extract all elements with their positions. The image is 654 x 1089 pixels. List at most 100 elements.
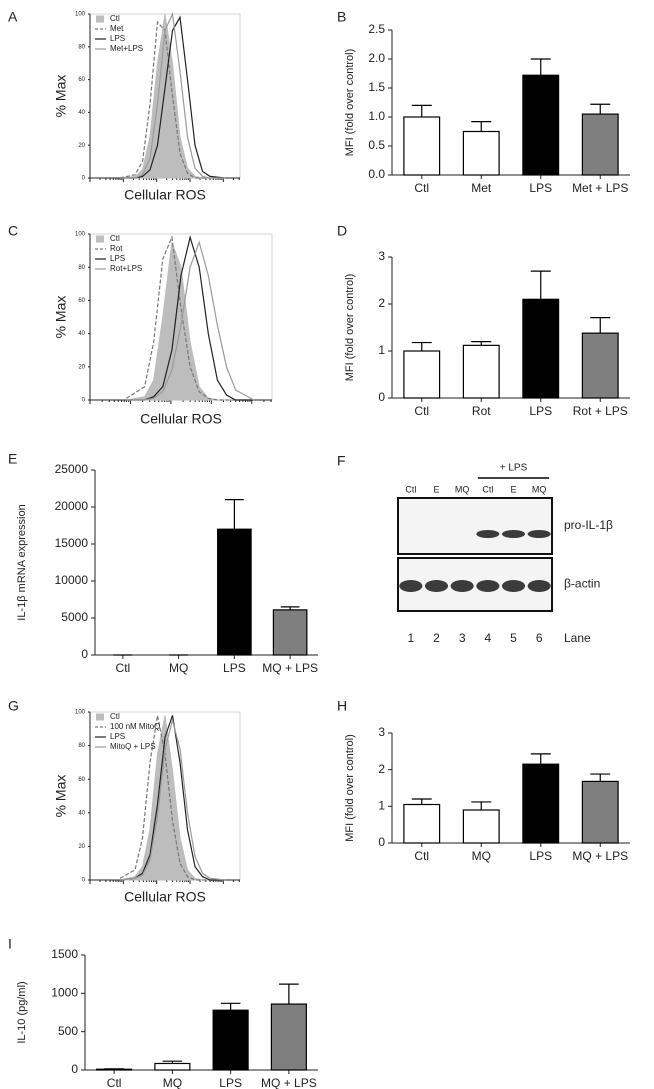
histogram-line bbox=[119, 20, 225, 179]
y-tick-label: 80 bbox=[78, 743, 85, 749]
y-axis-label: MFI (fold over control) bbox=[344, 734, 356, 842]
y-tick-label: 10000 bbox=[55, 573, 89, 587]
y-axis-label: IL-1β mRNA expression bbox=[16, 504, 28, 620]
y-tick-label: 80 bbox=[78, 265, 85, 271]
x-tick-label: MQ + LPS bbox=[572, 849, 628, 863]
bar bbox=[96, 1068, 133, 1071]
bar bbox=[403, 350, 441, 399]
legend-label: Rot+LPS bbox=[110, 264, 142, 273]
panel-letter: B bbox=[337, 9, 346, 25]
x-tick-label: MQ bbox=[163, 1076, 182, 1089]
x-tick-label: Rot + LPS bbox=[573, 404, 628, 418]
histogram-line bbox=[119, 715, 225, 881]
blot-band bbox=[527, 530, 551, 538]
blot-band bbox=[399, 580, 423, 592]
x-tick-label: Met + LPS bbox=[572, 181, 628, 195]
y-tick-label: 2.5 bbox=[368, 22, 385, 36]
bar bbox=[581, 332, 619, 399]
y-axis-label: % Max bbox=[53, 296, 69, 339]
legend-label: Met bbox=[110, 24, 124, 33]
y-tick-label: 3 bbox=[378, 725, 385, 739]
bar bbox=[270, 1003, 307, 1071]
histogram-area bbox=[119, 715, 225, 881]
x-tick-label: Ctl bbox=[107, 1076, 122, 1089]
panel-letter: I bbox=[8, 936, 12, 952]
lane-number: 3 bbox=[459, 631, 466, 645]
x-tick-label: LPS bbox=[529, 404, 552, 418]
bar bbox=[462, 809, 500, 844]
bar bbox=[217, 528, 252, 656]
blot-panel bbox=[397, 497, 553, 555]
legend-label: Ctl bbox=[110, 712, 120, 721]
x-tick-label: Ctl bbox=[414, 849, 429, 863]
histogram-line bbox=[126, 235, 254, 401]
legend-label: Ctl bbox=[110, 14, 120, 23]
y-tick-label: 100 bbox=[75, 12, 86, 18]
panel-letter: C bbox=[8, 223, 18, 239]
y-tick-label: 40 bbox=[78, 331, 85, 337]
blot-band bbox=[476, 530, 500, 538]
legend-label: Rot bbox=[110, 244, 123, 253]
y-tick-label: 100 bbox=[75, 232, 86, 238]
y-tick-label: 0 bbox=[82, 878, 86, 884]
lane-number: 1 bbox=[407, 631, 414, 645]
band-label: pro-IL-1β bbox=[564, 518, 613, 532]
y-tick-label: 0 bbox=[378, 390, 385, 404]
lane-axis-label: Lane bbox=[564, 631, 591, 645]
y-tick-label: 60 bbox=[78, 777, 85, 783]
y-axis-label: % Max bbox=[53, 775, 69, 818]
panel-letter: G bbox=[8, 698, 19, 714]
y-tick-label: 80 bbox=[78, 44, 85, 50]
panel-letter: D bbox=[337, 223, 347, 239]
x-tick-label: Ctl bbox=[414, 404, 429, 418]
legend-label: LPS bbox=[110, 732, 125, 741]
y-tick-label: 2.0 bbox=[368, 51, 385, 65]
x-axis-label: Cellular ROS bbox=[124, 187, 206, 203]
y-tick-label: 1 bbox=[378, 799, 385, 813]
y-tick-label: 0 bbox=[378, 835, 385, 849]
bar bbox=[272, 609, 308, 656]
x-tick-label: MQ + LPS bbox=[262, 661, 318, 675]
legend-label: MitoQ + LPS bbox=[110, 742, 156, 751]
bar bbox=[154, 1062, 191, 1071]
bar bbox=[581, 113, 619, 176]
bar bbox=[462, 344, 500, 399]
y-tick-label: 2 bbox=[378, 762, 385, 776]
x-tick-label: MQ + LPS bbox=[261, 1076, 317, 1089]
legend-label: Met+LPS bbox=[110, 44, 143, 53]
lane-label: MQ bbox=[532, 484, 547, 494]
panel-letter: H bbox=[337, 698, 347, 714]
y-tick-label: 0 bbox=[82, 398, 86, 404]
lane-number: 2 bbox=[433, 631, 440, 645]
blot-band bbox=[501, 530, 526, 538]
x-tick-label: LPS bbox=[223, 661, 246, 675]
y-tick-label: 0 bbox=[82, 176, 86, 182]
x-axis-label: Cellular ROS bbox=[124, 889, 206, 905]
bar bbox=[522, 763, 560, 844]
lane-label: E bbox=[433, 484, 439, 494]
treatment-label: + LPS bbox=[500, 463, 528, 474]
lane-label: MQ bbox=[455, 484, 470, 494]
blot-band bbox=[450, 580, 474, 592]
x-tick-label: Rot bbox=[472, 404, 491, 418]
lane-label: E bbox=[510, 484, 516, 494]
y-tick-label: 1.0 bbox=[368, 109, 385, 123]
y-tick-label: 25000 bbox=[55, 462, 89, 476]
legend-label: LPS bbox=[110, 34, 125, 43]
y-tick-label: 60 bbox=[78, 298, 85, 304]
y-tick-label: 0 bbox=[71, 1062, 78, 1076]
x-tick-label: Ctl bbox=[414, 181, 429, 195]
blot-panel bbox=[397, 557, 553, 612]
histogram-line bbox=[126, 235, 254, 401]
y-axis-label: IL-10 (pg/ml) bbox=[16, 981, 28, 1043]
lane-number: 6 bbox=[536, 631, 543, 645]
y-axis-label: MFI (fold over control) bbox=[344, 49, 356, 157]
lane-number: 5 bbox=[510, 631, 517, 645]
blot-band bbox=[501, 580, 526, 592]
legend-label: Ctl bbox=[110, 234, 120, 243]
legend-swatch bbox=[96, 235, 104, 243]
y-tick-label: 100 bbox=[75, 710, 86, 716]
lane-label: Ctl bbox=[482, 484, 493, 494]
y-tick-label: 5000 bbox=[61, 610, 88, 624]
